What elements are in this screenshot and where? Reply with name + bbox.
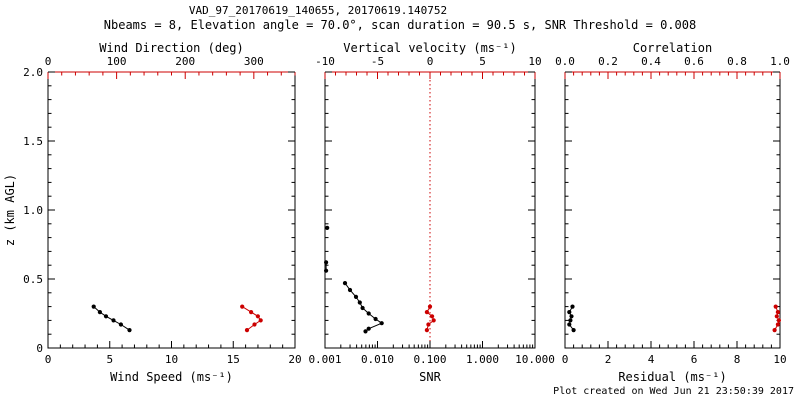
x-top-tick-label: 100 <box>107 55 127 68</box>
x-tick-label: 20 <box>288 353 301 366</box>
x-top-tick-label: 0.8 <box>727 55 747 68</box>
x-top-tick-label: 0.2 <box>598 55 618 68</box>
x-tick-label: 15 <box>227 353 240 366</box>
series-point-residual <box>569 314 574 319</box>
x-top-tick-label: 0.4 <box>641 55 661 68</box>
x-tick-label: 1.000 <box>466 353 499 366</box>
x-top-tick-label: 10 <box>528 55 541 68</box>
series-point-vertical-velocity <box>424 310 429 315</box>
series-point-wind-direction <box>244 328 250 333</box>
x-axis-title-residual: Residual (ms⁻¹) <box>618 370 726 384</box>
x-tick-label: 8 <box>734 353 741 366</box>
series-point-snr-edge-segment <box>324 268 329 273</box>
series-point-snr-edge-segment <box>324 260 329 265</box>
series-point-correlation <box>772 328 777 333</box>
y-tick-label: 2.0 <box>23 66 43 79</box>
series-point-wind-direction <box>255 314 260 319</box>
x-axis-title-snr: SNR <box>419 370 441 384</box>
x-top-tick-label: 1.0 <box>770 55 790 68</box>
series-point-correlation <box>776 318 782 323</box>
x-top-tick-label: 5 <box>479 55 486 68</box>
series-point-snr-profile <box>357 300 362 305</box>
x-top-tick-label: 300 <box>244 55 264 68</box>
series-point-residual <box>567 310 572 315</box>
x-tick-label: 2 <box>605 353 612 366</box>
footer-timestamp: Plot created on Wed Jun 21 23:50:39 2017 <box>553 386 794 397</box>
series-point-wind-speed <box>127 328 132 333</box>
series-point-correlation <box>774 314 779 319</box>
series-point-vertical-velocity <box>424 328 429 333</box>
panel-snr: 0.001 0.010 0.100 1.000 10.000 -10 -5 0 5 10 SNR Ve… <box>308 41 554 384</box>
y-tick-label: 1.5 <box>23 135 43 148</box>
series-point-wind-speed <box>97 310 102 315</box>
series-point-snr-profile <box>373 316 378 322</box>
series-point-residual <box>568 318 573 323</box>
x-axis-title-wind: Wind Speed (ms⁻¹) <box>110 370 233 384</box>
series-point-residual <box>567 322 572 327</box>
x-top-axis-title-residual: Correlation <box>633 41 712 55</box>
x-top-tick-label: 0 <box>427 55 434 68</box>
series-point-residual <box>571 328 576 333</box>
x-tick-label: 5 <box>106 353 113 366</box>
series-point-wind-direction <box>252 322 257 327</box>
y-axis-title: z (km AGL) <box>3 174 17 246</box>
series-point-snr-profile <box>366 326 371 331</box>
x-top-axis-title-snr: Vertical velocity (ms⁻¹) <box>343 41 516 55</box>
plot-title: VAD_97_20170619_140655, 20170619.140752 <box>189 4 447 17</box>
x-tick-label: 0.100 <box>413 353 446 366</box>
x-top-tick-label: 200 <box>175 55 195 68</box>
series-point-wind-speed <box>118 322 123 327</box>
x-tick-label: 0 <box>45 353 52 366</box>
x-top-tick-label: 0.0 <box>555 55 575 68</box>
series-line-snr-profile <box>344 282 383 332</box>
series-point-wind-speed <box>103 314 109 319</box>
series-point-wind-direction <box>249 310 254 315</box>
y-tick-label: 1.0 <box>23 204 43 217</box>
series-point-residual <box>570 304 575 309</box>
x-top-tick-label: 0 <box>45 55 52 68</box>
series-point-snr-profile <box>379 321 384 326</box>
x-top-tick-label: -10 <box>315 55 335 68</box>
series-point-vertical-velocity <box>427 304 433 309</box>
x-tick-label: 0.010 <box>361 353 394 366</box>
series-line-vertical-velocity <box>426 306 435 331</box>
axis-box <box>564 72 781 349</box>
series-point-wind-speed <box>111 318 116 323</box>
x-top-axis-title-wind: Wind Direction (deg) <box>99 41 244 55</box>
x-top-tick-label: 0.6 <box>684 55 704 68</box>
series-point-snr-profile <box>353 294 359 299</box>
x-top-tick-label: -5 <box>371 55 384 68</box>
series-line-wind-speed <box>93 306 130 331</box>
series-point-snr-profile <box>347 287 353 293</box>
series-point-correlation <box>775 310 781 315</box>
y-tick-label: 0.5 <box>23 273 43 286</box>
axis-box <box>47 72 296 349</box>
series-point-correlation <box>773 304 778 309</box>
y-tick-label: 0 <box>36 342 43 355</box>
x-tick-label: 10 <box>773 353 786 366</box>
series-point-snr-profile <box>342 281 348 286</box>
series-point-snr-isolated-point <box>325 225 330 230</box>
series-point-wind-speed <box>91 304 96 309</box>
series-point-vertical-velocity <box>431 318 436 323</box>
x-tick-label: 0 <box>562 353 569 366</box>
series-point-snr-profile <box>366 311 371 316</box>
x-tick-label: 0.001 <box>308 353 341 366</box>
x-tick-label: 6 <box>691 353 698 366</box>
x-tick-label: 10.000 <box>515 353 555 366</box>
series-point-vertical-velocity <box>426 322 431 327</box>
series-point-snr-profile <box>360 305 365 311</box>
panel-residual: 0 2 4 6 8 10 0.0 0.2 0.4 0.6 0.8 1.0 Residual (ms⁻¹)… <box>555 41 790 384</box>
series-point-wind-direction <box>258 318 263 323</box>
series-point-vertical-velocity <box>430 314 435 319</box>
x-tick-label: 4 <box>648 353 655 366</box>
series-point-correlation <box>775 322 781 327</box>
series-point-snr-profile <box>363 329 368 334</box>
plot-subtitle: Nbeams = 8, Elevation angle = 70.0°, sca… <box>104 18 696 32</box>
series-point-wind-direction <box>240 304 245 309</box>
x-tick-label: 10 <box>165 353 178 366</box>
